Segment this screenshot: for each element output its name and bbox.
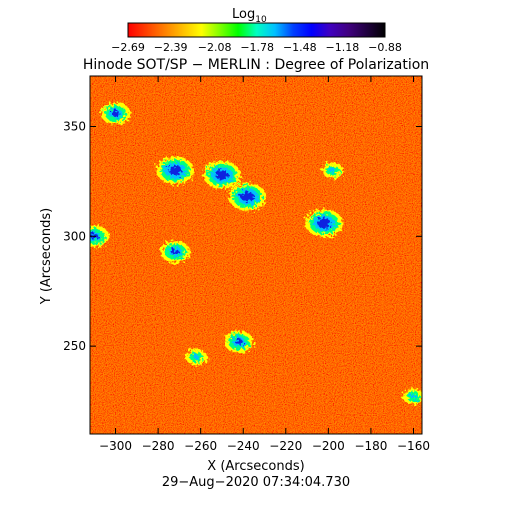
x-tick-label: −300 xyxy=(99,439,132,453)
x-tick-label: −220 xyxy=(269,439,302,453)
polarization-patch xyxy=(410,394,417,400)
colorbar-tick-label: −2.69 xyxy=(111,41,145,54)
polarization-patch xyxy=(215,169,229,180)
x-axis: −300 −280 −260 −240 −220 −200 −180 −160 xyxy=(99,76,430,453)
polarization-patch xyxy=(171,248,180,255)
x-tick-label: −260 xyxy=(184,439,217,453)
x-tick-label: −160 xyxy=(397,439,430,453)
polarization-patch xyxy=(240,191,255,202)
x-axis-label: X (Arcseconds) xyxy=(207,459,304,474)
polarization-patch xyxy=(111,110,120,117)
timestamp: 29−Aug−2020 07:34:04.730 xyxy=(162,475,350,490)
colorbar xyxy=(127,22,386,38)
polarization-patch xyxy=(234,338,244,345)
y-tick-label: 250 xyxy=(63,339,86,353)
polarization-patch xyxy=(168,165,182,176)
polarization-patch xyxy=(193,354,200,360)
colorbar-tick-label: −0.88 xyxy=(368,41,402,54)
y-axis-label: Y (Arcseconds) xyxy=(39,208,54,305)
y-tick-label: 300 xyxy=(63,229,86,243)
y-tick-label: 350 xyxy=(63,120,86,134)
colorbar-tick-label: −2.08 xyxy=(198,41,232,54)
plot-title: Hinode SOT/SP − MERLIN : Degree of Polar… xyxy=(83,57,429,73)
x-tick-label: −200 xyxy=(312,439,345,453)
y-axis: 250 300 350 xyxy=(63,120,422,353)
colorbar-ticks: −2.69 −2.39 −2.08 −1.78 −1.48 −1.18 −0.88 xyxy=(111,41,402,54)
map-texture xyxy=(90,76,422,434)
colorbar-tick-label: −2.39 xyxy=(154,41,188,54)
plot-frame xyxy=(89,75,423,435)
polarization-patch xyxy=(329,167,336,173)
x-tick-label: −280 xyxy=(142,439,175,453)
polarization-patch xyxy=(317,218,331,229)
colorbar-tick-label: −1.48 xyxy=(283,41,317,54)
colorbar-label: Log10 xyxy=(232,7,267,25)
polarization-map xyxy=(90,76,422,434)
x-tick-label: −180 xyxy=(354,439,387,453)
colorbar-tick-label: −1.18 xyxy=(326,41,360,54)
colorbar-tick-label: −1.78 xyxy=(240,41,274,54)
x-tick-label: −240 xyxy=(227,439,260,453)
